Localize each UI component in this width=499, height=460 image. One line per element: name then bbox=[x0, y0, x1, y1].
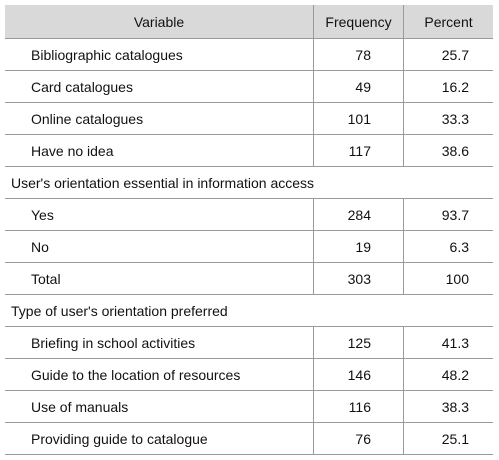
section-row: Type of user's orientation preferred bbox=[5, 294, 493, 326]
table-row: Online catalogues 101 33.3 bbox=[5, 102, 493, 134]
header-percent: Percent bbox=[403, 5, 493, 38]
row-percent: 33.3 bbox=[403, 103, 493, 134]
row-frequency: 76 bbox=[313, 423, 403, 454]
row-percent: 93.7 bbox=[403, 199, 493, 230]
row-percent: 48.2 bbox=[403, 359, 493, 390]
row-percent: 38.6 bbox=[403, 135, 493, 166]
row-label: Online catalogues bbox=[31, 110, 144, 127]
row-label: Use of manuals bbox=[31, 398, 129, 415]
table-row: Use of manuals 116 38.3 bbox=[5, 390, 493, 422]
section-title: Type of user's orientation preferred bbox=[11, 302, 228, 319]
header-frequency: Frequency bbox=[313, 5, 403, 38]
row-percent: 38.3 bbox=[403, 391, 493, 422]
row-label: Guide to the location of resources bbox=[31, 366, 241, 383]
row-frequency: 19 bbox=[313, 231, 403, 262]
row-percent: 16.2 bbox=[403, 71, 493, 102]
row-frequency: 284 bbox=[313, 199, 403, 230]
row-frequency: 125 bbox=[313, 327, 403, 358]
row-percent: 41.3 bbox=[403, 327, 493, 358]
data-table: Variable Frequency Percent Bibliographic… bbox=[5, 5, 493, 455]
section-title: User's orientation essential in informat… bbox=[11, 174, 315, 191]
table-row: Total 303 100 bbox=[5, 262, 493, 294]
table-row: Bibliographic catalogues 78 25.7 bbox=[5, 38, 493, 70]
row-frequency: 117 bbox=[313, 135, 403, 166]
row-percent: 100 bbox=[403, 263, 493, 294]
table-row: Card catalogues 49 16.2 bbox=[5, 70, 493, 102]
row-label: Briefing in school activities bbox=[31, 334, 196, 351]
row-label: No bbox=[31, 238, 49, 255]
row-label: Have no idea bbox=[31, 142, 114, 159]
table-header-row: Variable Frequency Percent bbox=[5, 5, 493, 38]
table-row: Guide to the location of resources 146 4… bbox=[5, 358, 493, 390]
row-frequency: 146 bbox=[313, 359, 403, 390]
row-frequency: 78 bbox=[313, 39, 403, 70]
table-row: Yes 284 93.7 bbox=[5, 198, 493, 230]
row-frequency: 49 bbox=[313, 71, 403, 102]
row-percent: 25.1 bbox=[403, 423, 493, 454]
row-frequency: 101 bbox=[313, 103, 403, 134]
row-percent: 6.3 bbox=[403, 231, 493, 262]
row-frequency: 116 bbox=[313, 391, 403, 422]
row-percent: 25.7 bbox=[403, 39, 493, 70]
row-label: Yes bbox=[31, 206, 54, 223]
row-label: Bibliographic catalogues bbox=[31, 46, 183, 63]
table-row: Briefing in school activities 125 41.3 bbox=[5, 326, 493, 358]
row-label: Providing guide to catalogue bbox=[31, 430, 208, 447]
row-frequency: 303 bbox=[313, 263, 403, 294]
table-row: Providing guide to catalogue 76 25.1 bbox=[5, 422, 493, 454]
table-row: No 19 6.3 bbox=[5, 230, 493, 262]
row-label: Card catalogues bbox=[31, 78, 133, 95]
section-row: User's orientation essential in informat… bbox=[5, 166, 493, 198]
header-variable: Variable bbox=[133, 13, 185, 30]
row-label: Total bbox=[31, 270, 61, 287]
table-row: Have no idea 117 38.6 bbox=[5, 134, 493, 166]
